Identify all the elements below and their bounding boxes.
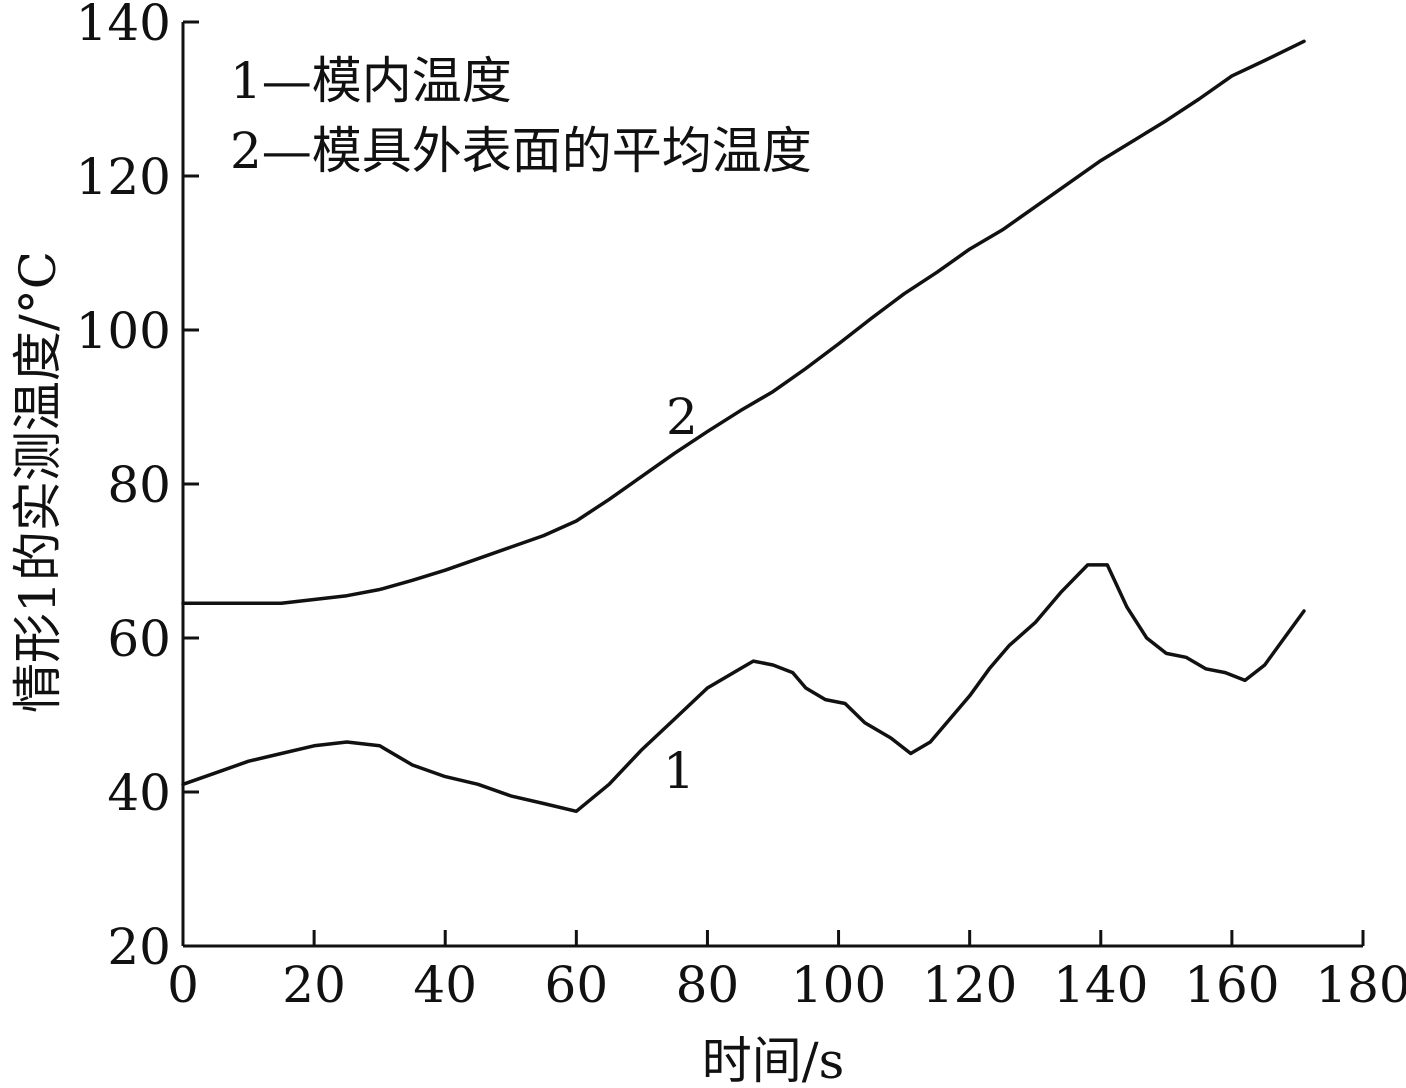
x-tick-label: 180 [1315,956,1406,1014]
series-lines [181,39,1306,814]
x-tick-label: 40 [413,956,477,1014]
x-tick-label: 160 [1184,956,1279,1014]
series-label-1: 1 [663,742,695,800]
y-tick-label: 80 [107,456,171,514]
y-tick-label: 100 [76,302,171,360]
x-tick-label: 120 [922,956,1017,1014]
y-tick-label: 40 [107,764,171,822]
x-axis-title: 时间/s [702,1032,845,1088]
legend-entry-2: 2—模具外表面的平均温度 [230,122,812,180]
series-line-1 [181,563,1306,814]
x-tick-label: 140 [1053,956,1148,1014]
y-tick-label: 140 [76,0,171,52]
x-axis-ticks: 0 20 40 60 80 100 120 140 160 180 [167,930,1406,1014]
x-tick-label: 80 [676,956,740,1014]
legend: 1—模内温度 2—模具外表面的平均温度 [230,52,812,180]
y-tick-label: 60 [107,610,171,668]
y-tick-label: 120 [76,148,171,206]
x-tick-label: 100 [791,956,886,1014]
y-tick-label: 20 [107,918,171,976]
legend-entry-1: 1—模内温度 [230,52,512,110]
series-label-2: 2 [666,388,698,446]
y-axis-ticks: 20 40 60 80 100 120 140 [76,0,199,976]
x-tick-label: 0 [167,956,199,1014]
x-tick-label: 60 [545,956,609,1014]
x-tick-label: 20 [282,956,346,1014]
y-axis-title: 情形1的实测温度/°C [9,251,67,713]
series-line-2 [181,39,1306,606]
